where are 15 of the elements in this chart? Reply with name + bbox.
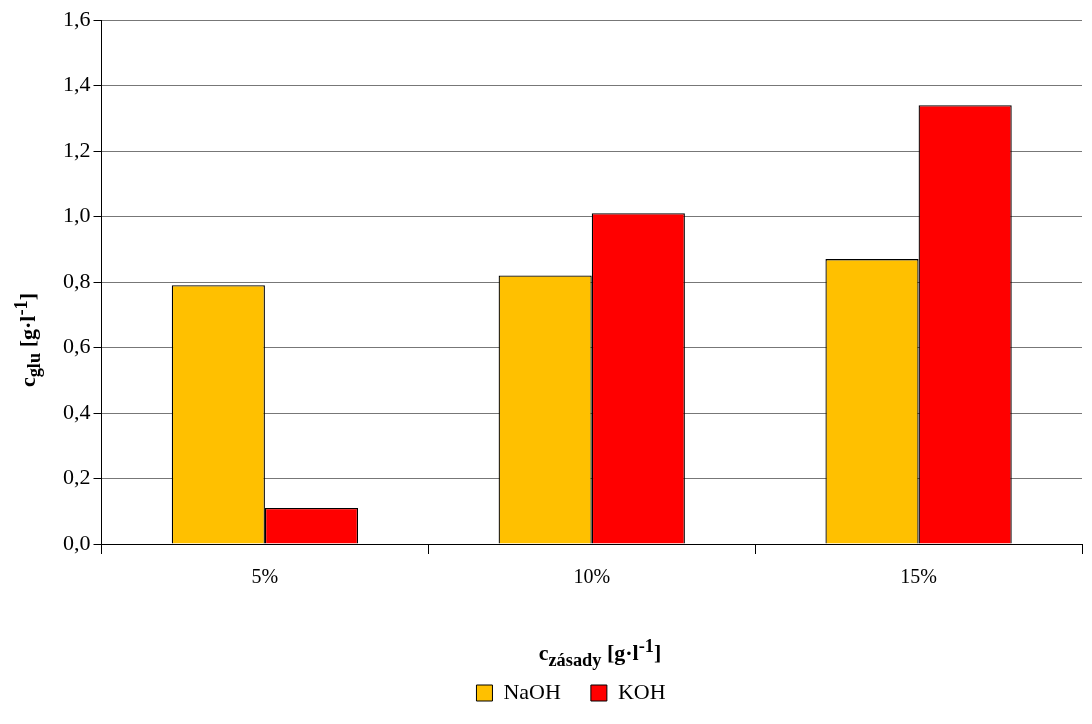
x-tick-label: 10%: [573, 565, 611, 588]
y-tick-label: 1,4: [63, 71, 91, 97]
y-tick-label: 0,8: [63, 267, 91, 293]
x-axis-title: c$_{zásady}$ [g·l$^{-1}$]: [538, 636, 662, 671]
y-tick-label: 1,6: [63, 5, 91, 31]
y-tick-label: 1,0: [63, 202, 91, 228]
legend-label: KOH: [617, 678, 666, 704]
y-tick-label: 0,2: [63, 464, 91, 490]
y-tick-label: 0,4: [63, 398, 91, 424]
y-tick-label: 0,6: [63, 333, 91, 359]
x-tick-label: 5%: [251, 565, 279, 588]
y-tick-label: 0,0: [63, 529, 91, 555]
legend-label: NaOH: [503, 678, 561, 704]
x-tick-label: 15%: [900, 565, 937, 588]
y-tick-label: 1,2: [63, 136, 91, 162]
